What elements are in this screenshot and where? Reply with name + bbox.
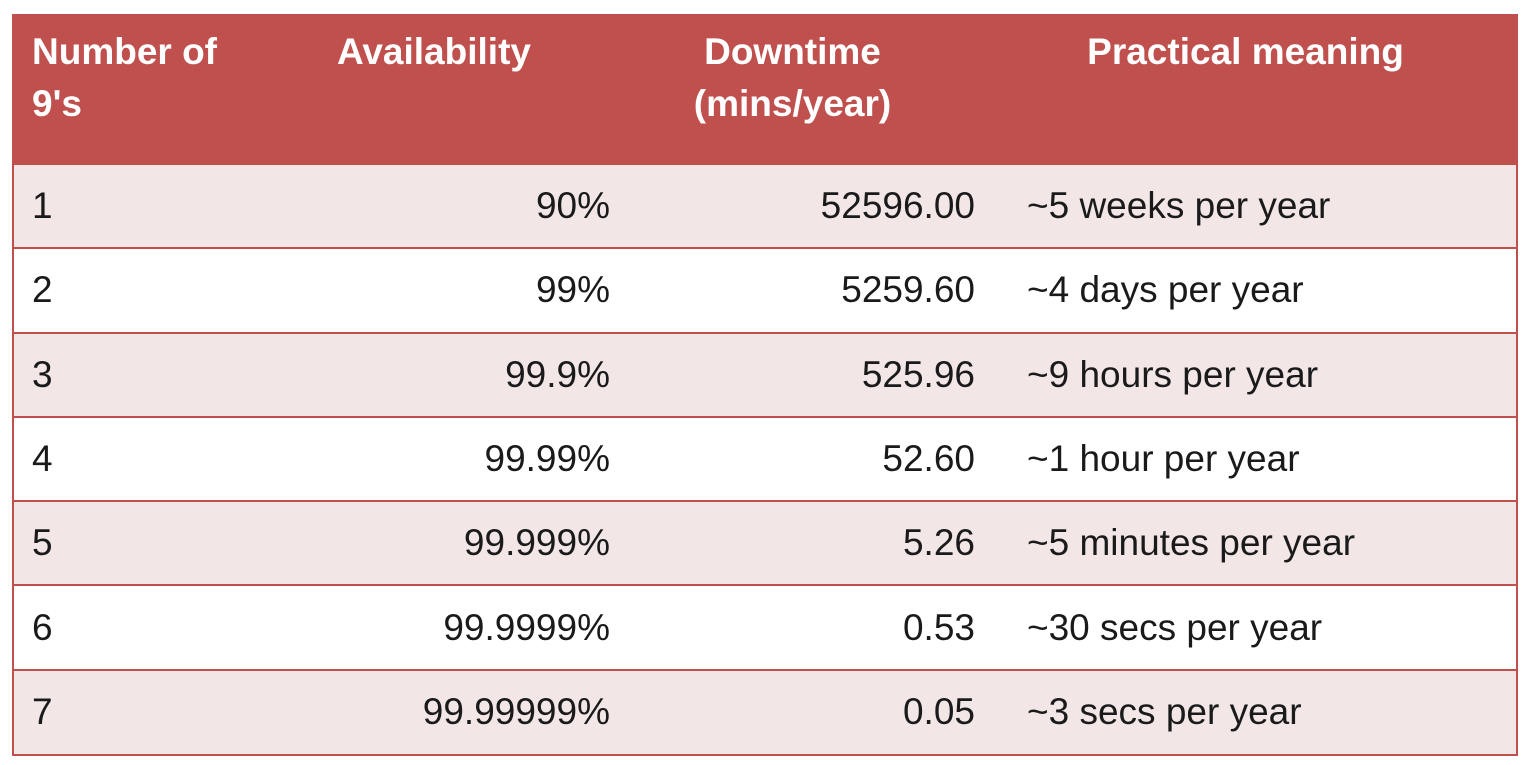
header-number-of-nines: Number of 9's <box>14 16 277 164</box>
cell-availability: 99% <box>535 269 610 311</box>
table-row: 3 99.9% 525.96 ~9 hours per year <box>14 332 1516 417</box>
table-row: 7 99.99999% 0.05 ~3 secs per year <box>14 669 1516 754</box>
cell-practical: ~3 secs per year <box>1027 691 1302 733</box>
header-number-line1: Number of <box>32 31 217 72</box>
table-row: 6 99.9999% 0.53 ~30 secs per year <box>14 585 1516 670</box>
cell-downtime: 5259.60 <box>841 269 975 311</box>
cell-downtime: 52.60 <box>882 437 975 479</box>
cell-practical: ~30 secs per year <box>1027 606 1323 648</box>
cell-practical: ~1 hour per year <box>1027 437 1300 479</box>
header-practical-meaning: Practical meaning <box>1087 31 1404 72</box>
header-downtime-line2: (mins/year) <box>693 83 892 124</box>
table-row: 5 99.999% 5.26 ~5 minutes per year <box>14 501 1516 586</box>
cell-practical: ~9 hours per year <box>1027 353 1319 395</box>
cell-availability: 90% <box>535 185 610 227</box>
cell-practical: ~5 weeks per year <box>1027 185 1331 227</box>
cell-number: 1 <box>32 185 53 227</box>
cell-availability: 99.9999% <box>443 606 610 648</box>
availability-table: Number of 9's Availability Downtime (min… <box>12 14 1518 756</box>
table-row: 1 90% 52596.00 ~5 weeks per year <box>14 164 1516 249</box>
table-row: 2 99% 5259.60 ~4 days per year <box>14 248 1516 333</box>
cell-number: 4 <box>32 437 53 479</box>
cell-availability: 99.999% <box>463 522 610 564</box>
header-number-line2: 9's <box>32 83 82 124</box>
cell-number: 3 <box>32 353 53 395</box>
cell-number: 5 <box>32 522 53 564</box>
table-body: 1 90% 52596.00 ~5 weeks per year 2 99% 5… <box>14 164 1516 754</box>
cell-downtime: 525.96 <box>861 353 975 395</box>
cell-downtime: 0.53 <box>902 606 975 648</box>
table-row: 4 99.99% 52.60 ~1 hour per year <box>14 416 1516 502</box>
header-availability: Availability <box>337 31 531 72</box>
cell-availability: 99.99% <box>484 437 611 479</box>
cell-availability: 99.9% <box>505 353 610 395</box>
cell-downtime: 5.26 <box>902 522 975 564</box>
cell-availability: 99.99999% <box>422 691 610 733</box>
cell-practical: ~5 minutes per year <box>1027 522 1356 564</box>
header-downtime-line1: Downtime <box>704 31 881 72</box>
cell-downtime: 0.05 <box>902 691 975 733</box>
header-downtime: Downtime (mins/year) <box>610 16 975 164</box>
cell-practical: ~4 days per year <box>1027 269 1304 311</box>
header-row: Number of 9's Availability Downtime (min… <box>14 16 1516 164</box>
cell-number: 2 <box>32 269 53 311</box>
nines-table: Number of 9's Availability Downtime (min… <box>14 16 1516 754</box>
cell-number: 6 <box>32 606 53 648</box>
cell-number: 7 <box>32 691 53 733</box>
cell-downtime: 52596.00 <box>820 185 975 227</box>
table-header: Number of 9's Availability Downtime (min… <box>14 16 1516 164</box>
